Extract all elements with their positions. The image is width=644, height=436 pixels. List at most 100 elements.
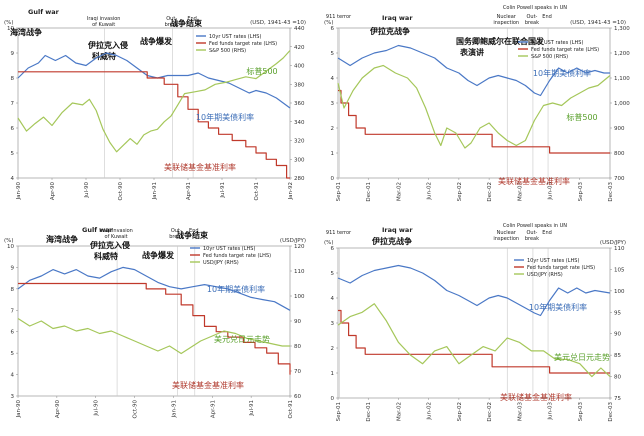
left-axis-tick-label: 5 — [331, 51, 335, 57]
x-axis-tick-label: Dec-03 — [608, 402, 614, 422]
x-axis-tick-label: Jun-02 — [427, 402, 433, 421]
x-axis-tick-label: Sep-01 — [336, 402, 342, 421]
event-label: Out- — [171, 228, 182, 234]
panel-title-en: Gulf war — [82, 226, 114, 234]
left-axis-tick-label: 1 — [331, 371, 335, 377]
event-label: of Kuwait — [92, 22, 115, 28]
cn-event-label: 战争爆发 — [142, 250, 175, 260]
cn-event-label-line2: 科威特 — [92, 51, 116, 61]
right-axis-tick-label: 800 — [614, 151, 625, 157]
x-axis-tick-label: Mar-03 — [517, 402, 523, 422]
cn-event-label: 国务卿鲍威尔在联合国发 — [456, 36, 545, 46]
right-axis-tick-label: 900 — [614, 126, 625, 132]
event-label: inspection — [493, 236, 519, 242]
right-axis-tick-label: 280 — [294, 176, 305, 182]
x-axis-tick-label: Dec-02 — [487, 182, 493, 202]
left-axis-tick-label: 3 — [11, 394, 15, 400]
event-label: Nuclear — [497, 230, 517, 236]
cn-event-label-line2: 表演讲 — [459, 47, 484, 57]
event-label: Iraqi invasion — [99, 228, 133, 234]
right-axis-unit: (USD/JPY) — [600, 240, 626, 246]
right-axis-tick-label: 70 — [294, 369, 301, 375]
series-line-2 — [17, 317, 290, 355]
cn-event-label: 战争结束 — [170, 18, 203, 28]
x-axis-tick-label: Sep-02 — [457, 402, 463, 421]
series-line-0 — [337, 44, 610, 97]
series-annotation: 美联储基金基准利率 — [500, 392, 572, 402]
x-axis-tick-label: Jan-91 — [171, 400, 177, 418]
right-axis-tick-label: 340 — [294, 120, 305, 126]
right-axis-tick-label: 80 — [614, 375, 621, 381]
legend-label: Fed funds target rate (LHS) — [527, 265, 595, 271]
x-axis-tick-label: Jul-91 — [249, 400, 255, 417]
x-axis-tick-label: Mar-03 — [517, 182, 523, 202]
series-annotation: 标普500 — [566, 112, 597, 122]
x-axis-tick-label: Sep-01 — [336, 182, 342, 201]
chart-panel-iraq-war-sp500: (%) (USD, 1941-43 =10) 0 1 2 3 4 5 6 700 800 900 1,0… — [324, 5, 630, 202]
cn-event-label: 战争结束 — [176, 230, 209, 240]
event-label: 911 terror — [326, 230, 352, 236]
x-axis-tick-label: Oct-90 — [133, 400, 139, 419]
right-axis-tick-label: 1,200 — [614, 51, 630, 57]
left-axis-tick-label: 4 — [11, 176, 15, 182]
series-annotation: 美联储基金基准利率 — [498, 176, 570, 186]
series-line-1 — [18, 71, 290, 179]
right-axis-tick-label: 110 — [614, 246, 625, 252]
cn-event-label: 战争爆发 — [140, 36, 173, 46]
left-axis-tick-label: 7 — [11, 308, 15, 314]
series-annotation: 10年期美债利率 — [196, 112, 254, 122]
x-axis-tick-label: Sep-03 — [578, 402, 584, 422]
series-annotation: 美联储基金基准利率 — [164, 162, 236, 172]
series-annotation: 10年期美债利率 — [207, 284, 265, 294]
x-axis-tick-label: Jun-03 — [548, 402, 554, 421]
series-annotation: 标普500 — [246, 66, 277, 76]
left-axis-tick-label: 5 — [331, 271, 335, 277]
x-axis-tick-label: Sep-02 — [457, 182, 463, 201]
event-label: Nuclear — [497, 14, 517, 20]
x-axis-tick-label: Mar-02 — [396, 182, 402, 201]
right-axis-tick-label: 1,100 — [614, 76, 630, 82]
series-annotation: 美元兑日元走势 — [554, 352, 610, 362]
right-axis-tick-label: 320 — [294, 139, 305, 145]
series-line-0 — [17, 52, 291, 109]
left-axis-unit: (%) — [4, 20, 14, 26]
legend-label: USD/JPY (RHS) — [527, 272, 563, 278]
right-axis-tick-label: 380 — [294, 82, 305, 88]
event-label: of Kuwait — [105, 234, 128, 240]
left-axis-tick-label: 9 — [11, 265, 15, 271]
left-axis-tick-label: 3 — [331, 101, 335, 107]
right-axis-tick-label: 100 — [614, 289, 625, 295]
right-axis-tick-label: 120 — [294, 244, 305, 250]
event-label: End — [542, 230, 552, 236]
panel-title-en: Iraq war — [382, 14, 413, 22]
right-axis-unit: (USD, 1941-43 =10) — [250, 20, 306, 26]
x-axis-tick-label: Jan-90 — [16, 182, 22, 201]
x-axis-tick-label: Jul-90 — [94, 400, 100, 417]
event-label: End — [187, 16, 197, 22]
x-axis-tick-label: Oct-91 — [288, 400, 294, 419]
legend-label: 10yr UST rates (LHS) — [203, 246, 255, 252]
event-label: Out- — [526, 14, 537, 20]
plot-frame — [17, 27, 291, 179]
left-axis-tick-label: 0 — [331, 176, 335, 182]
right-axis-tick-label: 95 — [614, 310, 621, 316]
event-label: Out- — [166, 16, 177, 22]
x-axis-tick-label: Dec-02 — [487, 402, 493, 422]
series-line-1 — [338, 309, 610, 374]
legend-label: Fed funds target rate (LHS) — [203, 253, 271, 259]
series-line-2 — [17, 50, 291, 153]
right-axis-tick-label: 90 — [294, 319, 301, 325]
series-annotation: 美元兑日元走势 — [214, 334, 270, 344]
right-axis-tick-label: 80 — [294, 344, 301, 350]
speech-event-label: Colin Powell speaks in UN — [503, 5, 567, 11]
x-axis-tick-label: Apr-91 — [186, 182, 192, 200]
chart-panel-gulf-war-sp500: (%) (USD, 1941-43 =10) 4 5 6 7 8 9 10 280 300 320 34… — [4, 8, 306, 201]
legend-label: S&P 500 (RHS) — [531, 54, 568, 60]
x-axis-tick-label: Jun-03 — [548, 182, 554, 201]
legend-label: 10yr UST rates (LHS) — [531, 40, 583, 46]
x-axis-tick-label: Dec-03 — [608, 182, 614, 202]
legend-label: 10yr UST rates (LHS) — [527, 258, 579, 264]
event-label: Iraqi invasion — [87, 16, 121, 22]
x-axis-tick-label: Jul-91 — [220, 182, 226, 199]
left-axis-tick-label: 5 — [11, 151, 15, 157]
